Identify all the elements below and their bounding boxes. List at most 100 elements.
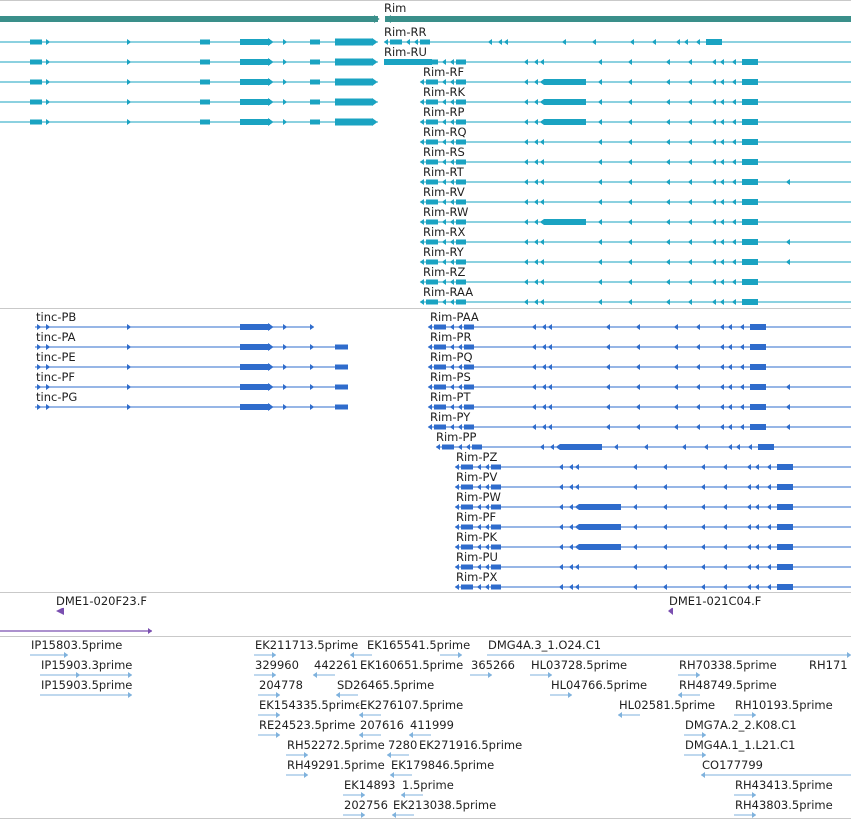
strand-arrow-left-icon: [454, 484, 459, 490]
protein-label[interactable]: Rim-PV: [455, 470, 499, 484]
est-arrow-icon: [128, 672, 133, 678]
strand-arrow-left-icon: [449, 99, 454, 105]
strand-arrow-left-icon: [457, 364, 462, 370]
protein-label[interactable]: Rim-PK: [455, 530, 499, 544]
est-label[interactable]: HL02581.5prime: [618, 698, 717, 712]
est-label[interactable]: 411999: [409, 718, 455, 732]
gene-label-rim[interactable]: Rim: [383, 1, 408, 15]
est-arrow-icon: [696, 672, 701, 678]
est-label[interactable]: HL04766.5prime: [550, 678, 649, 692]
rna-label[interactable]: Rim-RS: [422, 145, 466, 159]
protein-label[interactable]: Rim-PR: [429, 330, 473, 344]
rna-label[interactable]: Rim-RZ: [422, 265, 467, 279]
est-label[interactable]: EK179846.5prime: [390, 758, 496, 772]
strand-arrow-left-icon: [523, 199, 528, 205]
rna-label[interactable]: Rim-RT: [422, 165, 465, 179]
strand-arrow-left-icon: [533, 199, 538, 205]
est-label[interactable]: DMG4A.3_1.O24.C1: [487, 638, 603, 652]
protein-label[interactable]: Rim-PQ: [429, 350, 474, 364]
protein-label[interactable]: tinc-PB: [35, 310, 78, 324]
est-label[interactable]: IP15903.3prime: [40, 658, 134, 672]
est-label[interactable]: HL03728.5prime: [530, 658, 629, 672]
exon-block: [200, 119, 210, 125]
est-label[interactable]: RH48749.5prime: [678, 678, 778, 692]
protein-label[interactable]: Rim-PU: [455, 550, 499, 564]
est-label[interactable]: 202756: [343, 798, 389, 812]
protein-label[interactable]: tinc-PE: [35, 350, 77, 364]
protein-label[interactable]: Rim-PX: [455, 570, 499, 584]
est-arrow-icon: [752, 812, 757, 818]
strand-arrow-right-icon: [283, 59, 288, 65]
est-label[interactable]: 1.5prime: [401, 778, 455, 792]
strand-arrow-left-icon: [597, 179, 602, 185]
est-label[interactable]: RH49291.5prime: [286, 758, 386, 772]
protein-label[interactable]: Rim-PS: [429, 370, 472, 384]
rna-label[interactable]: Rim-RV: [422, 185, 466, 199]
rna-label[interactable]: Rim-RQ: [422, 125, 468, 139]
est-label[interactable]: RH52272.5prime: [286, 738, 386, 752]
est-label[interactable]: 365266: [470, 658, 516, 672]
est-label[interactable]: RH43803.5prime: [734, 798, 834, 812]
exon-block: [544, 119, 586, 125]
rna-label[interactable]: Rim-RY: [422, 245, 465, 259]
est-label[interactable]: SD26465.5prime: [336, 678, 436, 692]
est-label[interactable]: EK271916.5prime: [418, 738, 524, 752]
rna-label[interactable]: Rim-RW: [422, 205, 470, 219]
rna-label[interactable]: Rim-RAA: [422, 285, 475, 299]
est-label[interactable]: DMG7A.2_2.K08.C1: [684, 718, 798, 732]
strand-arrow-left-icon: [539, 299, 544, 305]
est-label[interactable]: IP15803.5prime: [30, 638, 124, 652]
protein-label[interactable]: Rim-PZ: [455, 450, 499, 464]
est-label[interactable]: EK14893: [343, 778, 397, 792]
strand-arrow-right-icon: [37, 324, 42, 330]
protein-label[interactable]: tinc-PG: [35, 390, 79, 404]
exon-block: [335, 58, 372, 66]
exon-block: [464, 324, 474, 330]
est-label[interactable]: IP15903.5prime: [40, 678, 134, 692]
est-label[interactable]: EK276107.5prime: [359, 698, 465, 712]
strand-arrow-left-icon: [457, 384, 462, 390]
strand-arrow-left-icon: [700, 504, 705, 510]
clone-label[interactable]: DME1-020F23.F: [55, 594, 148, 608]
protein-label[interactable]: Rim-PF: [455, 510, 498, 524]
est-label[interactable]: 207616: [359, 718, 405, 732]
est-arrow-icon: [568, 692, 573, 698]
est-label[interactable]: 204778: [258, 678, 304, 692]
est-label[interactable]: RH10193.5prime: [734, 698, 834, 712]
protein-label[interactable]: Rim-PY: [429, 410, 472, 424]
est-label[interactable]: EK165541.5prime: [366, 638, 472, 652]
est-label[interactable]: RE24523.5prime: [258, 718, 357, 732]
est-label[interactable]: EK154335.5prime: [258, 698, 364, 712]
est-label[interactable]: RH70338.5prime: [678, 658, 778, 672]
est-label[interactable]: EK213038.5prime: [392, 798, 498, 812]
strand-arrow-right-icon: [268, 38, 274, 46]
protein-label[interactable]: Rim-PAA: [429, 310, 480, 324]
rna-label[interactable]: Rim-RX: [422, 225, 467, 239]
est-label[interactable]: DMG4A.1_1.L21.C1: [684, 738, 797, 752]
est-label[interactable]: EK160651.5prime: [359, 658, 465, 672]
exon-block: [30, 119, 42, 125]
strand-arrow-left-icon: [731, 59, 736, 65]
rna-label[interactable]: Rim-RF: [422, 65, 466, 79]
rna-label[interactable]: Rim-RR: [383, 25, 428, 39]
est-label[interactable]: 442261: [313, 658, 359, 672]
clone-label[interactable]: DME1-021C04.F: [668, 594, 763, 608]
protein-label[interactable]: Rim-PW: [455, 490, 502, 504]
est-label[interactable]: 329960: [254, 658, 300, 672]
est-label[interactable]: RH43413.5prime: [734, 778, 834, 792]
rna-label[interactable]: Rim-RU: [383, 45, 428, 59]
exon-block: [426, 299, 438, 305]
est-label[interactable]: RH171: [808, 658, 849, 672]
strand-arrow-left-icon: [665, 259, 670, 265]
protein-label[interactable]: tinc-PF: [35, 370, 77, 384]
rna-label[interactable]: Rim-RK: [422, 85, 467, 99]
est-label[interactable]: EK211713.5prime: [254, 638, 360, 652]
protein-label[interactable]: tinc-PA: [35, 330, 77, 344]
est-label[interactable]: 7280: [387, 738, 419, 752]
strand-arrow-left-icon: [731, 79, 736, 85]
est-label[interactable]: CO177799: [701, 758, 764, 772]
protein-label[interactable]: Rim-PP: [435, 430, 478, 444]
rna-label[interactable]: Rim-RP: [422, 105, 466, 119]
strand-arrow-right-icon: [46, 119, 51, 125]
protein-label[interactable]: Rim-PT: [429, 390, 472, 404]
